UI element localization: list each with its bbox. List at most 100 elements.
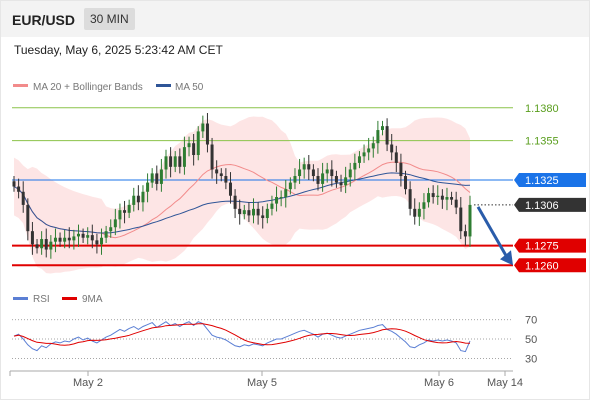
9ma-legend-label: 9MA	[82, 294, 103, 305]
candle-12	[67, 227, 71, 249]
candle-46	[224, 168, 228, 190]
candle-body	[431, 193, 435, 198]
candle-body	[228, 182, 232, 196]
candle-3	[26, 198, 30, 241]
candle-61	[293, 168, 297, 190]
candle-74	[353, 153, 357, 180]
candle-body	[330, 169, 334, 177]
timestamp: Tuesday, May 6, 2025 5:23:42 AM CET	[14, 43, 223, 57]
candle-39	[192, 134, 196, 166]
candle-body	[136, 195, 140, 203]
candle-body	[316, 176, 320, 184]
candle-90	[427, 187, 431, 208]
candle-53	[256, 202, 260, 225]
candle-6	[40, 231, 44, 255]
candle-86	[408, 181, 412, 216]
price-tag-box	[514, 238, 586, 253]
candle-82	[390, 134, 394, 161]
candle-body	[104, 231, 108, 238]
candle-42	[205, 113, 209, 153]
candle-50	[242, 204, 246, 220]
candle-body	[40, 239, 44, 249]
candle-94	[445, 187, 449, 211]
candle-body	[422, 202, 426, 209]
candle-body	[123, 210, 127, 213]
candle-25	[127, 199, 131, 219]
candle-30	[150, 168, 154, 188]
candle-57	[275, 186, 279, 212]
interval-button[interactable]: 30 MIN	[84, 8, 135, 30]
rsi-tick-30: 30	[525, 353, 537, 365]
candle-body	[436, 195, 440, 198]
candle-88	[417, 202, 421, 226]
candle-body	[127, 204, 131, 213]
candle-body	[210, 144, 214, 170]
candle-41	[201, 115, 205, 138]
x-axis: May 2 May 5 May 6 May 14	[9, 370, 523, 389]
candle-23	[118, 203, 122, 229]
candle-body	[164, 156, 168, 170]
candle-body	[63, 237, 67, 242]
candle-51	[247, 202, 251, 222]
candle-body	[17, 186, 21, 192]
candle-body	[35, 244, 39, 249]
candle-body	[72, 236, 76, 241]
candle-body	[173, 156, 177, 167]
candle-body	[224, 176, 228, 183]
candle-body	[362, 152, 366, 157]
candle-65	[311, 164, 315, 182]
candle-body	[413, 208, 417, 217]
candle-66	[316, 168, 320, 191]
candle-body	[58, 237, 62, 242]
candle-body	[321, 173, 325, 184]
moving-averages	[13, 161, 471, 239]
candle-17	[90, 224, 94, 249]
bollinger-bands	[14, 116, 470, 274]
candle-body	[113, 219, 117, 228]
candle-body	[141, 191, 145, 203]
candle-76	[362, 144, 366, 163]
candle-68	[325, 162, 329, 183]
candle-44	[215, 160, 219, 184]
price-tag-text: 1.1355	[525, 136, 559, 148]
candle-4	[30, 221, 34, 255]
candle-58	[279, 190, 283, 207]
candle-40	[196, 126, 200, 161]
rsi-legend-label: RSI	[33, 294, 50, 305]
candle-64	[307, 155, 311, 180]
candle-63	[302, 157, 306, 179]
candle-55	[265, 203, 269, 224]
price-tag-box	[514, 258, 586, 273]
candles	[12, 113, 472, 259]
legends: MA 20 + Bollinger Bands MA 50 RSI 9MA	[13, 82, 204, 305]
candle-body	[215, 169, 219, 174]
candle-37	[182, 136, 186, 175]
candle-body	[376, 130, 380, 144]
candle-99	[468, 195, 472, 247]
price-tag-text: 1.1325	[525, 175, 559, 187]
candle-9	[53, 228, 57, 253]
candle-body	[219, 173, 223, 177]
candle-48	[233, 189, 237, 219]
candle-20	[104, 225, 108, 243]
candle-35	[173, 151, 177, 173]
candle-body	[146, 182, 150, 192]
candle-body	[86, 235, 90, 238]
candle-body	[150, 173, 154, 183]
candle-body	[293, 176, 297, 183]
candle-body	[408, 189, 412, 209]
candle-body	[201, 123, 205, 132]
price-tag-1.1355: 1.1355	[525, 136, 559, 148]
candle-1	[17, 178, 21, 199]
candle-96	[454, 191, 458, 215]
candle-body	[205, 123, 209, 145]
candle-91	[431, 185, 435, 204]
candle-body	[275, 197, 279, 204]
candle-81	[385, 118, 389, 152]
candle-body	[302, 164, 306, 170]
bollinger-band-area	[14, 116, 470, 274]
candle-97	[459, 197, 463, 240]
x-tick-label: May 5	[247, 377, 277, 389]
forecast-arrow	[474, 204, 513, 266]
candle-49	[238, 199, 242, 225]
